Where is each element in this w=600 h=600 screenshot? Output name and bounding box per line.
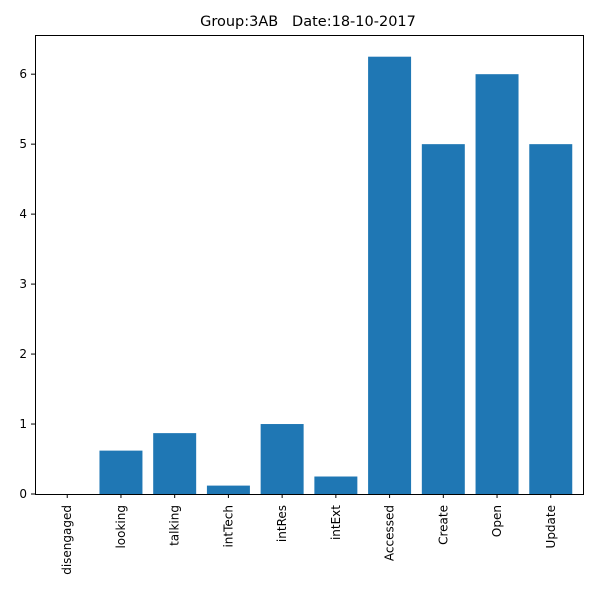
x-tick-label: looking (114, 505, 128, 549)
x-tick-label: Open (490, 505, 504, 537)
bar-intres (260, 424, 304, 494)
y-tick-label: 5 (19, 137, 27, 151)
chart-title: Group:3AB Date:18-10-2017 (200, 14, 416, 30)
x-tick-label: Create (436, 505, 450, 545)
y-tick-label: 0 (19, 487, 27, 501)
bar-create (421, 144, 465, 494)
y-tick-label: 6 (19, 67, 27, 81)
x-tick-label: intTech (221, 505, 235, 548)
y-tick-label: 4 (19, 207, 27, 221)
x-tick-label: disengaged (60, 505, 74, 575)
bar-intext (314, 476, 358, 494)
y-tick-label: 1 (19, 417, 27, 431)
bar-inttech (206, 485, 250, 494)
x-tick-label: intRes (275, 505, 289, 542)
x-axis: disengaged looking talking intTech intRes int… (60, 494, 558, 575)
x-tick-label: Update (544, 505, 558, 548)
x-tick-label: Accessed (383, 505, 397, 561)
bar-looking (99, 450, 143, 494)
y-axis: 0 1 2 3 4 5 6 (19, 67, 35, 501)
bars-group (99, 56, 573, 495)
y-tick-label: 2 (19, 347, 27, 361)
x-tick-label: talking (168, 505, 182, 546)
x-tick-label: intExt (329, 505, 343, 540)
bar-open (475, 74, 519, 495)
bar-update (529, 144, 573, 494)
bar-accessed (368, 56, 412, 494)
y-tick-label: 3 (19, 277, 27, 291)
plot-frame (35, 35, 584, 495)
bar-talking (153, 433, 197, 494)
